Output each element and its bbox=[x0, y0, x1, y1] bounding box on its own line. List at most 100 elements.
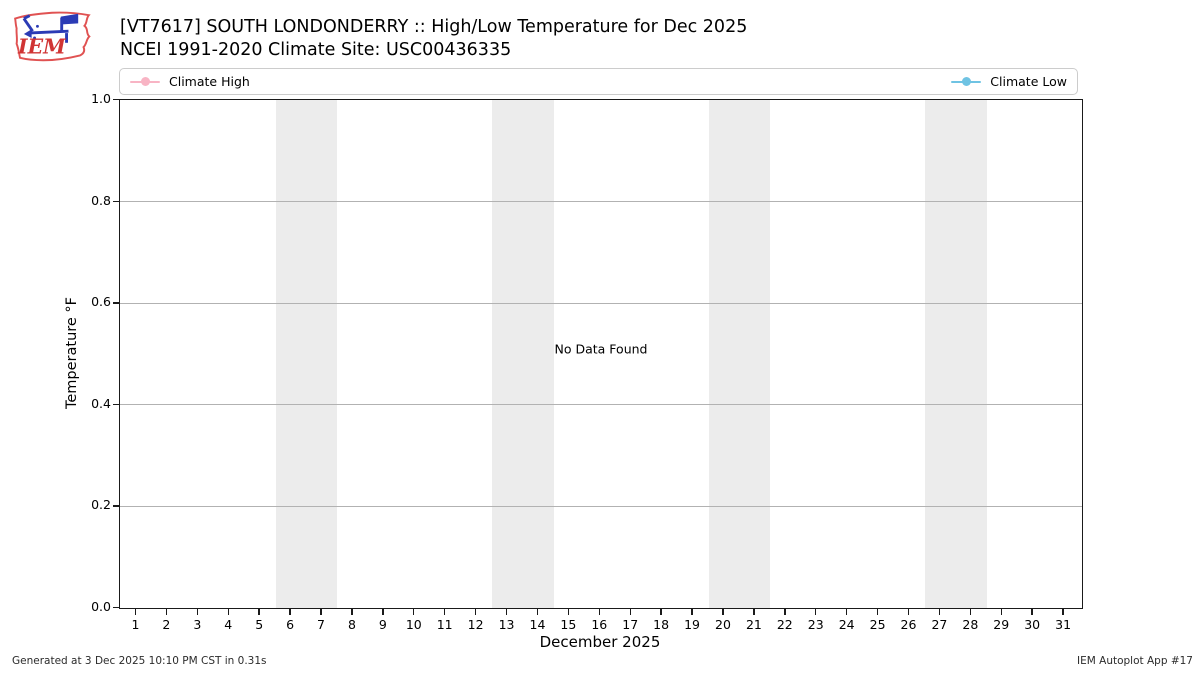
legend-label-climate-high: Climate High bbox=[169, 74, 250, 89]
x-tick-label: 29 bbox=[993, 617, 1010, 632]
x-tick-label: 16 bbox=[591, 617, 608, 632]
x-tick-mark bbox=[444, 609, 446, 615]
x-tick-label: 31 bbox=[1055, 617, 1072, 632]
y-tick-mark bbox=[113, 505, 119, 507]
x-tick-mark bbox=[196, 609, 199, 615]
y-tick-label: 1.0 bbox=[91, 91, 111, 106]
x-tick-label: 23 bbox=[807, 617, 824, 632]
y-tick-label: 0.8 bbox=[91, 192, 111, 208]
x-tick-mark bbox=[691, 609, 693, 615]
iowa-outline-icon bbox=[14, 11, 91, 62]
chart-subtitle: NCEI 1991-2020 Climate Site: USC00436335 bbox=[120, 40, 512, 60]
x-tick-label: 6 bbox=[286, 617, 295, 632]
legend-item-climate-high: Climate High bbox=[130, 74, 250, 89]
x-tick-label: 8 bbox=[347, 617, 356, 632]
x-tick-label: 9 bbox=[378, 617, 387, 632]
legend: Climate High Climate Low bbox=[119, 68, 1078, 95]
x-tick-mark bbox=[722, 609, 724, 615]
x-tick-label: 15 bbox=[560, 617, 577, 632]
x-tick-mark bbox=[876, 609, 879, 615]
x-tick-label: 22 bbox=[776, 617, 793, 632]
x-tick-label: 1 bbox=[131, 617, 140, 632]
gridline bbox=[120, 201, 1082, 203]
x-tick-mark bbox=[629, 609, 631, 615]
climate-low-line-marker-icon bbox=[951, 76, 982, 87]
legend-item-climate-low: Climate Low bbox=[951, 74, 1067, 89]
x-tick-label: 30 bbox=[1024, 617, 1041, 632]
y-tick-mark bbox=[113, 302, 119, 304]
x-tick-mark bbox=[969, 609, 972, 615]
x-tick-mark bbox=[907, 609, 910, 615]
no-data-message: No Data Found bbox=[554, 341, 648, 357]
x-tick-mark bbox=[1000, 609, 1002, 615]
weather-vane-icon bbox=[22, 13, 79, 43]
generated-timestamp: Generated at 3 Dec 2025 10:10 PM CST in … bbox=[12, 655, 267, 667]
x-tick-label: 20 bbox=[715, 617, 731, 632]
gridline bbox=[120, 302, 1082, 304]
x-tick-mark bbox=[474, 609, 477, 615]
x-tick-label: 18 bbox=[653, 617, 670, 632]
y-tick-label: 0.0 bbox=[91, 599, 111, 614]
x-tick-label: 14 bbox=[529, 617, 546, 632]
x-tick-mark bbox=[845, 609, 848, 615]
iem-logo-text: IEM bbox=[17, 34, 67, 58]
x-tick-mark bbox=[351, 609, 353, 615]
x-tick-label: 25 bbox=[869, 617, 886, 632]
x-tick-label: 2 bbox=[162, 617, 171, 632]
x-tick-label: 10 bbox=[405, 617, 422, 632]
x-tick-mark bbox=[536, 609, 539, 615]
x-tick-label: 17 bbox=[622, 617, 639, 632]
y-tick-label: 0.2 bbox=[91, 497, 111, 513]
x-tick-mark bbox=[413, 609, 415, 615]
y-tick-label: 0.4 bbox=[91, 395, 111, 411]
x-tick-mark bbox=[289, 609, 291, 615]
x-tick-mark bbox=[784, 609, 786, 615]
y-tick-mark bbox=[113, 607, 119, 609]
x-tick-label: 3 bbox=[193, 617, 202, 632]
x-tick-mark bbox=[382, 609, 384, 615]
x-tick-mark bbox=[1062, 609, 1064, 615]
iem-logo: IEM bbox=[14, 11, 91, 62]
x-tick-mark bbox=[227, 609, 229, 615]
weekend-shading-band bbox=[275, 100, 338, 608]
climate-low-dot bbox=[961, 77, 971, 86]
x-tick-mark bbox=[753, 609, 755, 615]
x-tick-mark bbox=[165, 609, 168, 615]
weekend-shading-band bbox=[708, 100, 771, 608]
y-tick-mark bbox=[113, 200, 119, 202]
y-axis-label: Temperature °F bbox=[64, 296, 80, 410]
x-tick-label: 27 bbox=[931, 617, 948, 632]
x-tick-mark bbox=[505, 609, 508, 615]
x-tick-mark bbox=[815, 609, 817, 615]
y-tick-mark bbox=[113, 99, 119, 101]
plot-area: No Data Found bbox=[119, 99, 1083, 609]
climate-high-line-marker-icon bbox=[130, 76, 160, 87]
x-tick-mark bbox=[1031, 609, 1033, 615]
x-tick-mark bbox=[134, 609, 137, 615]
x-tick-label: 24 bbox=[838, 617, 855, 632]
x-tick-mark bbox=[598, 609, 600, 615]
x-tick-mark bbox=[938, 609, 941, 615]
x-tick-label: 26 bbox=[900, 617, 917, 632]
x-tick-label: 13 bbox=[498, 617, 515, 632]
weekend-shading-band bbox=[924, 100, 987, 608]
x-tick-label: 19 bbox=[684, 617, 700, 632]
x-tick-mark bbox=[660, 609, 662, 615]
y-tick-label: 0.6 bbox=[91, 294, 111, 310]
y-tick-mark bbox=[113, 403, 119, 406]
x-tick-label: 5 bbox=[255, 617, 264, 632]
x-tick-label: 28 bbox=[962, 617, 979, 632]
app-credit: IEM Autoplot App #17 bbox=[1077, 655, 1193, 667]
gridline bbox=[120, 404, 1082, 406]
x-tick-label: 7 bbox=[317, 617, 325, 632]
x-tick-label: 12 bbox=[467, 617, 484, 632]
x-tick-label: 21 bbox=[745, 617, 762, 632]
climate-high-dot bbox=[140, 77, 150, 86]
x-tick-mark bbox=[258, 609, 260, 615]
x-tick-mark bbox=[320, 609, 322, 615]
legend-label-climate-low: Climate Low bbox=[990, 74, 1067, 89]
x-tick-label: 4 bbox=[224, 617, 233, 632]
x-axis-label: December 2025 bbox=[539, 633, 661, 651]
gridline bbox=[120, 505, 1082, 507]
